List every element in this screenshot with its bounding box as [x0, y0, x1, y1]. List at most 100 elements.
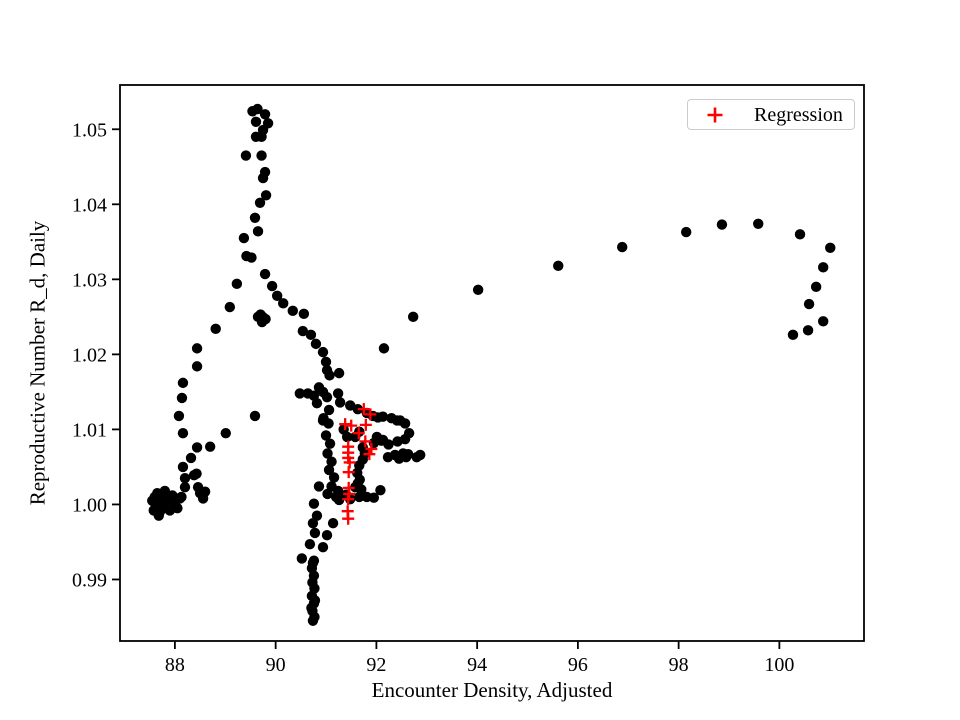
- data-point: [177, 377, 189, 389]
- data-point: [307, 615, 319, 626]
- regression-marker: [339, 418, 352, 431]
- data-point: [266, 280, 278, 292]
- regression-plus-icon: [706, 106, 724, 124]
- data-point: [324, 438, 336, 449]
- data-point: [259, 268, 271, 280]
- data-point: [179, 472, 191, 484]
- data-point: [320, 356, 332, 368]
- x-tick-label: 88: [165, 654, 185, 676]
- data-point: [309, 595, 321, 606]
- data-point: [305, 329, 317, 341]
- data-point: [377, 434, 389, 446]
- data-point: [407, 311, 419, 323]
- data-point: [341, 431, 353, 443]
- data-point: [378, 343, 390, 354]
- data-point: [333, 367, 345, 379]
- data-point: [249, 410, 261, 422]
- data-point: [368, 492, 380, 503]
- data-point: [246, 252, 257, 263]
- data-point: [177, 461, 189, 473]
- data-point: [294, 388, 306, 399]
- data-point: [322, 448, 333, 459]
- data-point: [191, 361, 203, 372]
- y-tick-label: 0.99: [72, 569, 107, 591]
- data-point: [817, 262, 829, 273]
- x-tick-label: 94: [467, 654, 487, 676]
- data-point: [159, 485, 171, 497]
- data-point: [321, 530, 333, 541]
- data-point: [252, 226, 264, 237]
- regression-marker: [365, 442, 378, 455]
- data-point: [311, 397, 323, 409]
- x-tick-label: 98: [669, 654, 689, 676]
- data-point: [332, 388, 344, 399]
- data-point: [309, 527, 321, 539]
- data-point: [250, 116, 262, 127]
- data-point: [179, 481, 191, 493]
- data-point: [199, 486, 211, 497]
- data-point: [399, 418, 411, 429]
- data-point: [326, 456, 337, 467]
- data-point: [176, 392, 188, 404]
- regression-marker: [359, 435, 372, 448]
- data-point: [174, 493, 186, 504]
- data-point: [297, 325, 309, 337]
- data-point: [155, 499, 167, 510]
- data-point: [317, 346, 329, 358]
- data-point: [231, 278, 243, 290]
- data-point: [307, 517, 319, 529]
- data-point: [328, 472, 340, 483]
- data-point: [257, 311, 268, 323]
- data-point: [617, 241, 628, 253]
- legend: Regression: [687, 99, 855, 130]
- data-point: [259, 109, 271, 120]
- data-point: [298, 308, 310, 320]
- x-tick-label: 96: [568, 654, 588, 676]
- data-point: [191, 343, 203, 354]
- regression-marker: [363, 448, 376, 461]
- data-point: [310, 338, 322, 350]
- data-point: [313, 481, 325, 492]
- data-point: [794, 229, 806, 240]
- data-point: [787, 329, 799, 341]
- data-point: [680, 226, 692, 238]
- x-axis-label: Encounter Density, Adjusted: [371, 678, 613, 702]
- regression-marker: [342, 493, 355, 506]
- data-point: [415, 449, 426, 461]
- data-point: [753, 218, 764, 230]
- data-point: [308, 498, 320, 509]
- y-tick-label: 1.02: [72, 344, 107, 366]
- regression-marker: [352, 427, 365, 440]
- data-point: [252, 103, 263, 115]
- data-point: [173, 410, 185, 422]
- data-point: [472, 284, 484, 296]
- data-point: [322, 488, 333, 500]
- data-point: [177, 427, 189, 439]
- data-point: [392, 436, 403, 447]
- regression-marker: [342, 512, 355, 525]
- data-point: [352, 403, 363, 415]
- data-point: [324, 370, 335, 381]
- plot-spines: [119, 84, 865, 642]
- data-point: [402, 448, 414, 460]
- data-point: [224, 301, 236, 313]
- regression-marker: [364, 408, 377, 421]
- regression-marker: [357, 403, 370, 416]
- data-point: [172, 502, 183, 514]
- regression-marker: [342, 466, 355, 479]
- data-point: [321, 391, 333, 403]
- data-point: [260, 190, 272, 201]
- data-point: [220, 427, 231, 439]
- regression-marker: [345, 419, 358, 432]
- y-axis-label: Reproductive Number R_d, Daily: [25, 220, 50, 506]
- data-point: [256, 150, 267, 161]
- data-point: [278, 298, 289, 309]
- data-point: [210, 323, 221, 335]
- y-tick-label: 1.00: [72, 494, 107, 516]
- data-point: [240, 150, 252, 161]
- data-point: [825, 242, 836, 254]
- data-point: [817, 316, 829, 327]
- data-point: [716, 219, 728, 230]
- data-point: [287, 305, 298, 317]
